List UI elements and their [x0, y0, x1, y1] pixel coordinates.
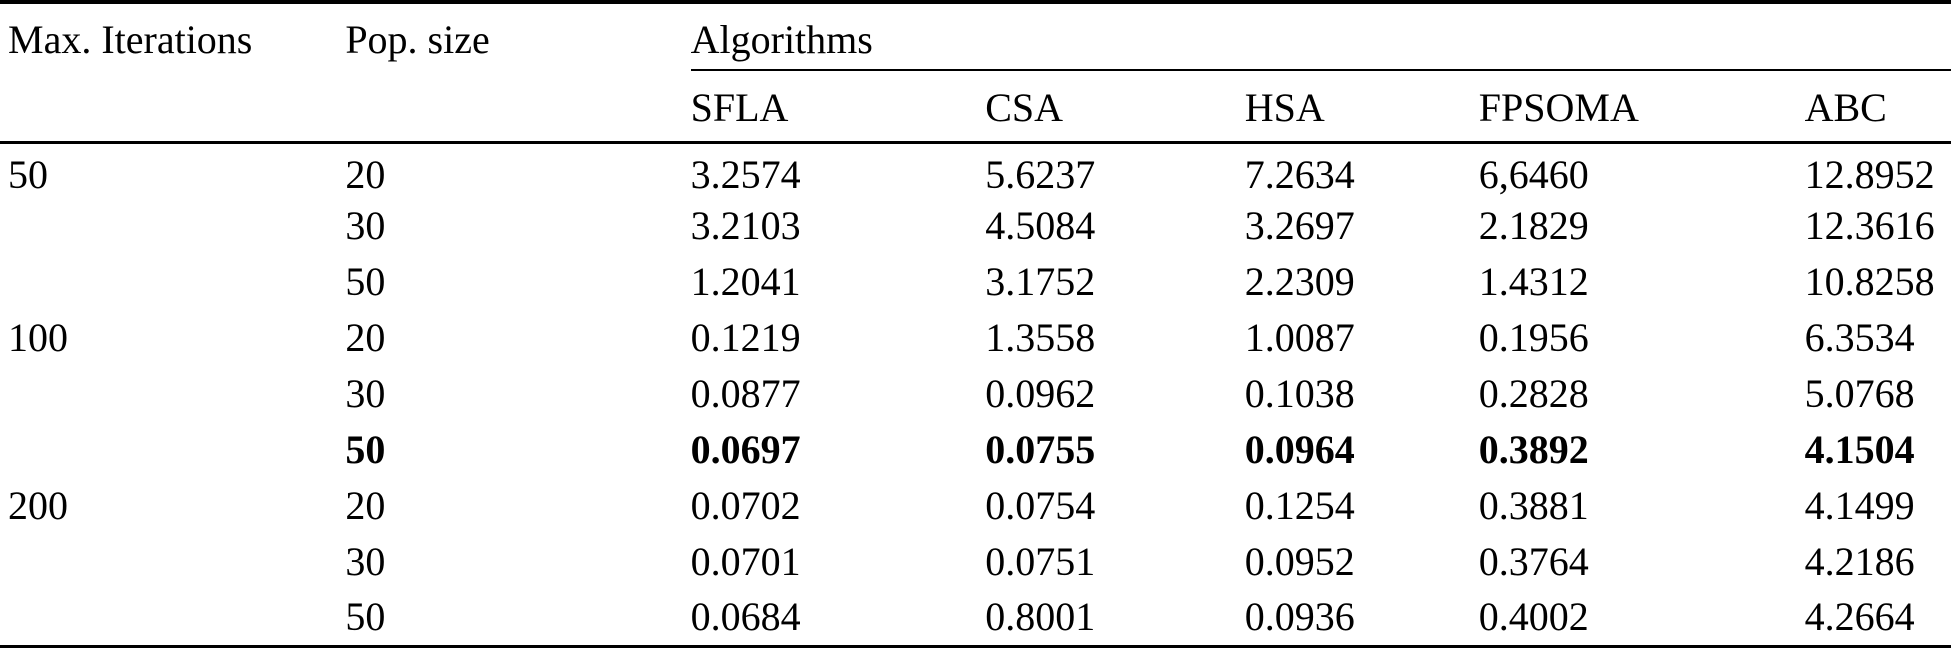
- column-group-header-algorithms: Algorithms: [690, 2, 1951, 71]
- table-row: 30 3.2103 4.5084 3.2697 2.1829 12.3616: [0, 198, 1951, 254]
- column-header-pop-size: Pop. size: [345, 2, 691, 144]
- pop-size-cell: 30: [345, 539, 386, 584]
- group-header-row: Max. Iterations Pop. size Algorithms: [0, 2, 1951, 144]
- hsa-value-cell: 0.1038: [1244, 371, 1355, 416]
- pop-size-cell: 30: [345, 203, 386, 248]
- pop-size-cell: 20: [345, 151, 386, 197]
- sfla-value-cell: 3.2574: [690, 151, 801, 197]
- table-header: Max. Iterations Pop. size Algorithms SFL…: [0, 2, 1951, 144]
- hsa-value-cell: 3.2697: [1244, 203, 1355, 248]
- hsa-value-cell: 7.2634: [1244, 151, 1355, 197]
- pop-size-cell: 30: [345, 371, 386, 416]
- table-row-best: 50 0.0697 0.0755 0.0964 0.3892 4.1504: [0, 422, 1951, 478]
- column-header-fpsoma: FPSOMA: [1478, 70, 1805, 144]
- max-iterations-cell: [0, 198, 345, 254]
- sfla-value-cell: 0.0684: [690, 594, 801, 640]
- fpsoma-value-cell: 2.1829: [1478, 203, 1589, 248]
- fpsoma-value-cell: 6,6460: [1478, 151, 1589, 197]
- max-iterations-cell: 100: [8, 315, 68, 360]
- max-iterations-cell: [0, 590, 345, 646]
- max-iterations-cell: [0, 254, 345, 310]
- hsa-value-cell: 0.1254: [1244, 483, 1355, 528]
- fpsoma-value-cell: 1.4312: [1478, 259, 1589, 304]
- pop-size-cell: 20: [345, 483, 386, 528]
- abc-value-cell: 4.2186: [1804, 539, 1915, 584]
- max-iterations-cell: [0, 534, 345, 590]
- hsa-value-cell: 1.0087: [1244, 315, 1355, 360]
- pop-size-cell: 50: [345, 594, 386, 640]
- sfla-value-cell: 3.2103: [690, 203, 801, 248]
- table-row: 30 0.0877 0.0962 0.1038 0.2828 5.0768: [0, 366, 1951, 422]
- max-iterations-cell: [0, 366, 345, 422]
- fpsoma-value-cell: 0.1956: [1478, 315, 1589, 360]
- table-row: 30 0.0701 0.0751 0.0952 0.3764 4.2186: [0, 534, 1951, 590]
- hsa-value-cell: 0.0936: [1244, 594, 1355, 640]
- pop-size-cell: 50: [345, 259, 386, 304]
- abc-value-cell: 6.3534: [1804, 315, 1915, 360]
- csa-value-cell: 3.1752: [985, 259, 1096, 304]
- csa-value-cell: 1.3558: [985, 315, 1096, 360]
- max-iterations-cell: 200: [8, 483, 68, 528]
- csa-value-cell: 0.8001: [985, 594, 1096, 640]
- max-iterations-cell: 50: [8, 151, 48, 197]
- pop-size-cell: 50: [345, 427, 386, 472]
- abc-value-cell: 5.0768: [1804, 371, 1915, 416]
- sfla-value-cell: 0.0697: [690, 427, 801, 472]
- algorithm-header-row: SFLA CSA HSA FPSOMA ABC: [0, 70, 1951, 144]
- sfla-value-cell: 0.0702: [690, 483, 801, 528]
- pop-size-cell: 20: [345, 315, 386, 360]
- sfla-value-cell: 0.0877: [690, 371, 801, 416]
- abc-value-cell: 4.2664: [1804, 594, 1915, 640]
- abc-value-cell: 12.3616: [1804, 203, 1935, 248]
- fpsoma-value-cell: 0.3881: [1478, 483, 1589, 528]
- sfla-value-cell: 0.1219: [690, 315, 801, 360]
- csa-value-cell: 0.0962: [985, 371, 1096, 416]
- table-body: 50 20 3.2574 5.6237 7.2634 6,6460 12.895…: [0, 142, 1951, 646]
- max-iterations-cell: [0, 422, 345, 478]
- sfla-value-cell: 0.0701: [690, 539, 801, 584]
- column-header-csa: CSA: [985, 70, 1245, 144]
- table-row: 100 20 0.1219 1.3558 1.0087 0.1956 6.353…: [0, 310, 1951, 366]
- table-row: 200 20 0.0702 0.0754 0.1254 0.3881 4.149…: [0, 478, 1951, 534]
- column-header-abc: ABC: [1804, 70, 1951, 144]
- column-header-hsa: HSA: [1244, 70, 1479, 144]
- fpsoma-value-cell: 0.2828: [1478, 371, 1589, 416]
- csa-value-cell: 0.0755: [985, 427, 1096, 472]
- table-row: 50 1.2041 3.1752 2.2309 1.4312 10.8258: [0, 254, 1951, 310]
- fpsoma-value-cell: 0.4002: [1478, 594, 1589, 640]
- abc-value-cell: 12.8952: [1804, 151, 1935, 197]
- hsa-value-cell: 2.2309: [1244, 259, 1355, 304]
- abc-value-cell: 4.1504: [1804, 427, 1915, 472]
- fpsoma-value-cell: 0.3764: [1478, 539, 1589, 584]
- csa-value-cell: 0.0754: [985, 483, 1096, 528]
- csa-value-cell: 5.6237: [985, 151, 1096, 197]
- table-row: 50 20 3.2574 5.6237 7.2634 6,6460 12.895…: [0, 142, 1951, 198]
- column-header-sfla: SFLA: [690, 70, 986, 144]
- abc-value-cell: 4.1499: [1804, 483, 1915, 528]
- hsa-value-cell: 0.0952: [1244, 539, 1355, 584]
- column-header-max-iterations: Max. Iterations: [0, 2, 346, 144]
- table-row: 50 0.0684 0.8001 0.0936 0.4002 4.2664: [0, 590, 1951, 646]
- csa-value-cell: 0.0751: [985, 539, 1096, 584]
- fpsoma-value-cell: 0.3892: [1478, 427, 1589, 472]
- abc-value-cell: 10.8258: [1804, 259, 1935, 304]
- sfla-value-cell: 1.2041: [690, 259, 801, 304]
- hsa-value-cell: 0.0964: [1244, 427, 1355, 472]
- csa-value-cell: 4.5084: [985, 203, 1096, 248]
